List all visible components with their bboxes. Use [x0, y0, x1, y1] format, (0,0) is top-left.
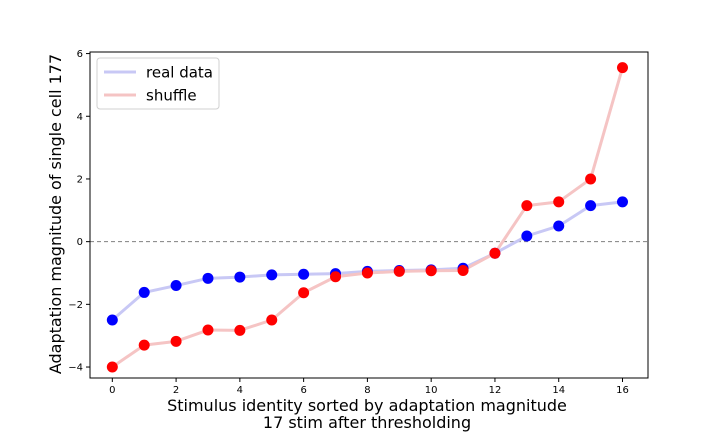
series-0-point	[266, 269, 278, 281]
series-0-point	[234, 271, 246, 283]
legend-label: shuffle	[146, 87, 197, 105]
series-1-point	[393, 265, 405, 277]
y-tick-label: −2	[68, 300, 83, 311]
series-1-point	[170, 335, 182, 347]
series-1-point	[521, 200, 533, 212]
x-axis-title-line1: Stimulus identity sorted by adaptation m…	[167, 396, 567, 415]
series-1-point	[234, 324, 246, 336]
series-1-point	[330, 271, 342, 283]
y-tick-label: −4	[68, 363, 83, 374]
legend: real data shuffle	[96, 57, 220, 110]
series-line-0	[110, 200, 624, 322]
x-tick-label: 10	[425, 385, 438, 396]
legend-label: real data	[146, 64, 213, 82]
series-0-point	[616, 196, 628, 208]
series-1-point	[585, 173, 597, 185]
series-0-point	[521, 230, 533, 242]
y-axis-title: Adaptation magnitude of single cell 177	[46, 54, 65, 374]
series-1-point	[266, 314, 278, 326]
x-axis-title-line2: 17 stim after thresholding	[263, 413, 471, 432]
x-tick-label: 16	[616, 385, 629, 396]
x-tick-label: 14	[552, 385, 565, 396]
series-1-point	[616, 62, 628, 74]
x-tick-label: 2	[173, 385, 179, 396]
x-tick-label: 0	[109, 385, 115, 396]
x-tick-label: 6	[300, 385, 306, 396]
series-0-point	[298, 268, 310, 280]
series-1-point	[361, 267, 373, 279]
y-tick-label: 6	[77, 49, 83, 60]
series-1-point	[425, 265, 437, 277]
series-1-point	[202, 324, 214, 336]
series-0-point	[106, 314, 118, 326]
series-1-point	[106, 361, 118, 373]
y-tick-label: 0	[77, 237, 83, 248]
series-1-point	[457, 264, 469, 276]
series-line-1	[110, 66, 624, 369]
y-tick-label: 4	[77, 112, 83, 123]
series-0-point	[585, 200, 597, 212]
series-0-point	[202, 272, 214, 284]
x-tick-label: 12	[489, 385, 502, 396]
plot-area: 0 2 4 6 8 10 12 14 16 −4 −2 0 2 4 6 real data shuffle	[68, 49, 649, 396]
series-0-point	[138, 286, 150, 298]
y-tick-label: 2	[77, 174, 83, 185]
series-1-point	[489, 247, 501, 259]
plot-frame	[89, 51, 649, 379]
x-tick-label: 4	[237, 385, 243, 396]
series-0-point	[170, 280, 182, 292]
series-1-point	[138, 339, 150, 351]
x-tick-label: 8	[364, 385, 370, 396]
series-1-point	[298, 287, 310, 299]
series-1-point	[553, 196, 565, 208]
series-0-point	[553, 220, 565, 232]
